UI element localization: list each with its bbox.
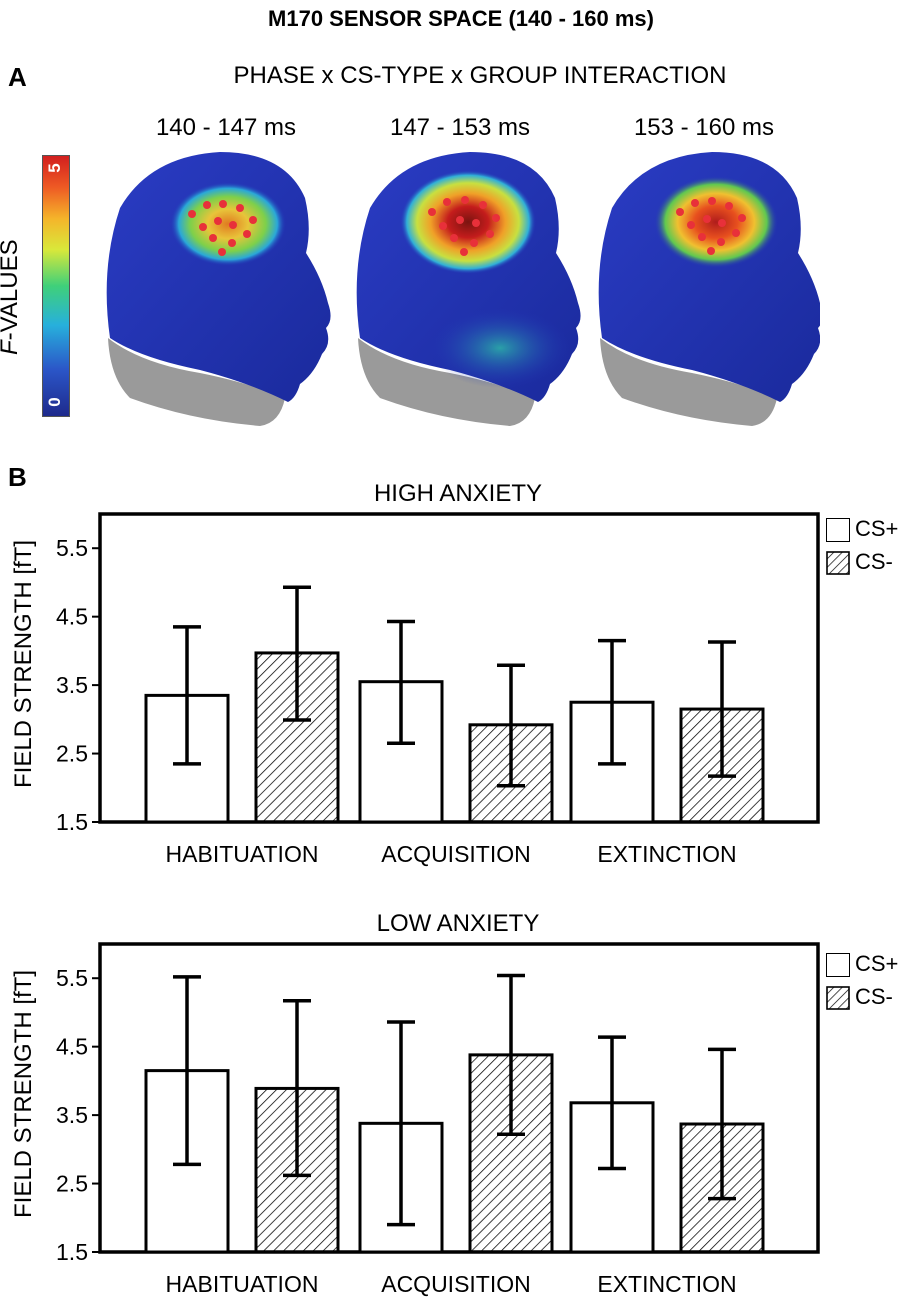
sensor-dot [717,238,725,246]
y-tick-label: 5.5 [56,965,88,991]
colorbar-label-rest: -VALUES [0,239,23,341]
legend-cs-minus-swatch [826,986,850,1010]
plot-frame [98,512,820,824]
panel-a-heading: PHASE x CS-TYPE x GROUP INTERACTION [233,62,727,89]
time-window-3: 153 - 160 ms [633,114,775,141]
sensor-dot [718,219,726,227]
sensor-dot [691,199,699,207]
sensor-dot [219,200,227,208]
chart-high-title: HIGH ANXIETY [373,480,543,507]
sensor-dot [470,239,478,247]
sensor-dot [456,216,464,224]
y-tick-label: 4.5 [56,1034,88,1060]
sensor-dot [450,234,458,242]
sensor-dot [486,230,494,238]
colorbar [42,155,70,417]
x-category-label: HABITUATION [166,841,319,867]
sensor-dot [738,214,746,222]
head-1-hotspot [170,182,286,266]
figure-title: M170 SENSOR SPACE (140 - 160 ms) [268,6,654,31]
head-2 [356,152,581,426]
sensor-dot [461,196,469,204]
sensor-dot [707,247,715,255]
y-tick-label: 5.5 [56,535,88,561]
sensor-dot [209,234,217,242]
x-category-label: EXTINCTION [597,841,736,867]
chart-low-title: LOW ANXIETY [376,910,540,937]
head-topographies [106,152,820,426]
x-category-label: HABITUATION [166,1271,319,1297]
sensor-dot [676,208,684,216]
head-1 [106,152,331,426]
sensor-dot [492,214,500,222]
sensor-dot [236,204,244,212]
colorbar-label-f: F [0,340,23,355]
sensor-dot [214,217,222,225]
sensor-dot [687,221,695,229]
head-3-hotspot [654,176,778,268]
sensor-dot [725,202,733,210]
y-tick-label: 3.5 [56,672,88,698]
plot-frame [98,942,820,1254]
sensor-dot [428,208,436,216]
sensor-dot [472,219,480,227]
legend-cs-plus-label: CS+ [855,516,899,541]
sensor-dot [199,223,207,231]
chart-low-anxiety: 1.5 2.5 3.5 4.5 5.5 HABITUATION ACQUISITION EXT… [56,942,820,1297]
sensor-dot [698,233,706,241]
x-category-label: EXTINCTION [597,1271,736,1297]
colorbar-min-label: 0 [45,397,64,407]
x-category-label: ACQUISITION [381,841,531,867]
head-1-neck [108,338,285,426]
sensor-dot [249,216,257,224]
sensor-dot [439,222,447,230]
legend-cs-minus-label: CS- [855,984,893,1009]
panel-a-letter: A [8,62,27,92]
y-tick-label: 4.5 [56,604,88,630]
head-3 [598,152,820,426]
sensor-dot [228,239,236,247]
sensor-dot [443,198,451,206]
sensor-dot [460,248,468,256]
y-tick-label: 3.5 [56,1102,88,1128]
sensor-dot [732,229,740,237]
chart-high-anxiety: 1.5 2.5 3.5 4.5 5.5 HABITUATION ACQUISITION EXT… [56,512,820,867]
legend-cs-plus-swatch [826,518,850,542]
sensor-dot [479,201,487,209]
y-tick-label: 1.5 [56,1239,88,1265]
legend-cs-plus-label: CS+ [855,951,899,976]
time-window-1: 140 - 147 ms [155,114,297,141]
sensor-dot [188,210,196,218]
panel-b-letter: B [8,462,27,492]
sensor-dot [203,201,211,209]
time-window-2: 147 - 153 ms [389,114,531,141]
sensor-dot [708,197,716,205]
sensor-dot [218,248,226,256]
y-tick-label: 1.5 [56,809,88,835]
x-category-label: ACQUISITION [381,1271,531,1297]
head-2-chin-glow [430,308,570,388]
head-3-neck [600,338,777,426]
colorbar-max-label: 5 [45,163,64,173]
y-tick-label: 2.5 [56,741,88,767]
y-tick-label: 2.5 [56,1171,88,1197]
legend-cs-plus-swatch [826,953,850,977]
sensor-dot [243,230,251,238]
head-2-hotspot [400,170,536,274]
legend-cs-minus-label: CS- [855,549,893,574]
head-2-neck [358,338,535,426]
legend-cs-minus-swatch [826,551,850,575]
sensor-dot [229,221,237,229]
sensor-dot [703,215,711,223]
